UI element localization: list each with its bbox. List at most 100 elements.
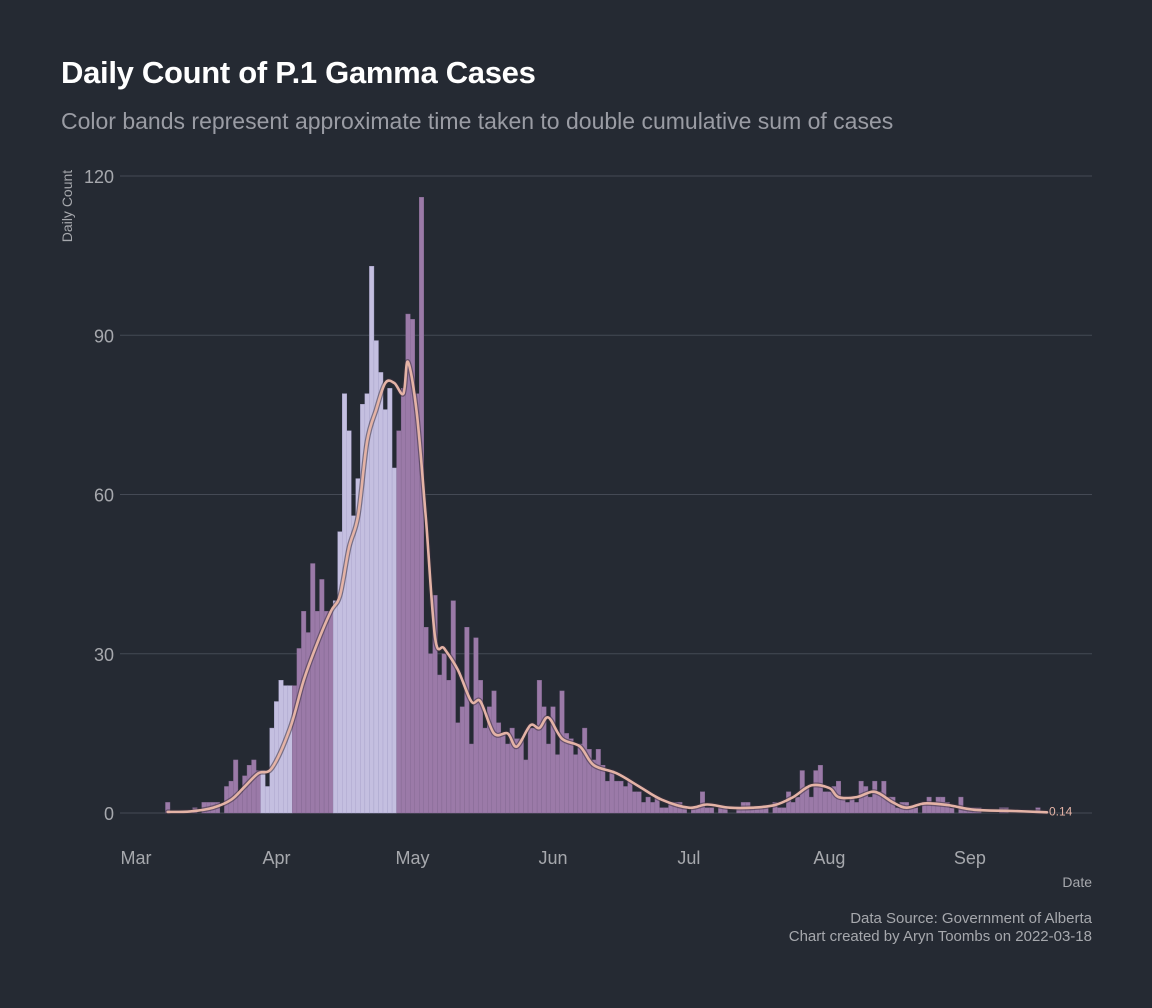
bar-2021-05-24 [514, 738, 520, 814]
smoothed-line-layer: 0.14 [165, 359, 1073, 818]
bar-2021-05-26 [523, 759, 529, 814]
bar-2021-07-21 [777, 807, 783, 814]
bar-2021-06-06 [573, 754, 579, 814]
bar-2021-07-30 [817, 765, 823, 814]
bar-2021-06-13 [604, 780, 610, 814]
x-tick-label-jul: Jul [677, 848, 700, 868]
bar-2021-06-20 [636, 791, 642, 814]
caption-source: Data Source: Government of Alberta [850, 910, 1092, 927]
bar-2021-05-07 [437, 674, 443, 814]
bar-2021-05-10 [450, 600, 456, 814]
bar-2021-08-11 [872, 780, 878, 814]
bar-2021-07-31 [822, 791, 828, 814]
bar-2021-04-11 [319, 579, 325, 814]
bar-2021-04-25 [382, 409, 388, 814]
bar-2021-07-24 [790, 802, 796, 814]
bar-2021-05-28 [532, 727, 538, 814]
gridlines [120, 175, 1092, 814]
bar-2021-04-18 [351, 515, 357, 814]
bar-2021-04-29 [400, 388, 406, 814]
bar-2021-04-16 [342, 393, 347, 814]
chart-subtitle: Color bands represent approximate time t… [61, 108, 894, 134]
bar-2021-05-08 [441, 653, 447, 814]
bar-2021-08-05 [845, 802, 851, 814]
bar-2021-05-04 [423, 627, 429, 814]
x-tick-label-aug: Aug [813, 848, 845, 868]
bar-2021-07-22 [781, 807, 787, 814]
bar-2021-07-28 [808, 796, 814, 814]
bar-2021-07-05 [704, 807, 710, 814]
bar-2021-07-29 [813, 770, 819, 814]
bar-2021-06-07 [577, 743, 583, 814]
bar-2021-03-26 [246, 765, 252, 814]
bar-2021-03-23 [233, 759, 239, 814]
y-tick-label-0: 0 [104, 804, 114, 824]
bar-2021-05-27 [527, 727, 533, 814]
y-tick-label-30: 30 [94, 645, 114, 665]
bar-2021-04-28 [396, 430, 402, 814]
bar-2021-06-26 [663, 807, 669, 814]
smoothed-line [166, 360, 1049, 814]
bar-2021-04-14 [332, 600, 338, 814]
bar-2021-08-01 [826, 791, 832, 814]
bar-2021-05-22 [505, 743, 511, 814]
bar-2021-06-11 [595, 749, 601, 814]
bar-2021-05-13 [464, 627, 470, 814]
bar-2021-04-24 [378, 372, 384, 814]
y-axis-label: Daily Count [59, 170, 75, 242]
end-value-label: 0.14 [1049, 804, 1073, 818]
bar-2021-04-15 [337, 531, 343, 814]
bar-2021-03-29 [260, 770, 266, 814]
bar-2021-04-06 [296, 648, 302, 814]
bar-2021-05-15 [473, 637, 479, 814]
bar-2021-04-07 [301, 611, 307, 814]
bar-2021-08-07 [854, 802, 860, 814]
bar-2021-04-09 [310, 563, 316, 814]
bar-2021-08-16 [894, 807, 900, 814]
chart-title: Daily Count of P.1 Gamma Cases [61, 55, 536, 90]
bar-2021-05-05 [428, 653, 434, 814]
bar-2021-05-14 [468, 743, 474, 814]
bars [165, 197, 1041, 814]
bar-2021-05-19 [491, 690, 497, 814]
x-tick-label-sep: Sep [954, 848, 986, 868]
bar-2021-04-12 [323, 611, 329, 814]
bar-2021-06-22 [645, 796, 651, 814]
bar-2021-06-19 [632, 791, 638, 814]
x-axis-label: Date [1062, 874, 1092, 890]
bar-2021-08-09 [863, 786, 869, 814]
bar-2021-03-30 [264, 786, 270, 814]
bar-2021-06-14 [609, 770, 615, 814]
bar-2021-05-11 [455, 722, 461, 814]
bar-2021-07-25 [795, 796, 801, 814]
caption-credit: Chart created by Aryn Toombs on 2022-03-… [788, 928, 1092, 945]
bar-2021-06-12 [600, 765, 606, 814]
x-tick-label-apr: Apr [262, 848, 290, 868]
bar-2021-04-22 [369, 266, 375, 814]
bar-2021-04-04 [287, 685, 293, 814]
bar-2021-05-29 [536, 680, 542, 814]
bar-2021-07-06 [709, 807, 715, 814]
bar-2021-06-23 [650, 802, 656, 814]
chart-caption: Data Source: Government of Alberta Chart… [789, 910, 1092, 946]
bar-2021-06-15 [613, 780, 619, 814]
bar-2021-06-04 [564, 733, 570, 814]
bar-2021-05-09 [446, 680, 452, 814]
bar-2021-04-26 [387, 388, 393, 814]
bar-2021-05-31 [545, 743, 551, 814]
bar-2021-04-27 [391, 467, 397, 814]
bar-2021-04-13 [328, 611, 334, 814]
bar-2021-05-25 [518, 738, 524, 814]
x-tick-label-may: May [395, 848, 429, 868]
bar-2021-08-10 [867, 796, 873, 814]
bar-2021-05-17 [482, 727, 488, 814]
bar-2021-06-05 [568, 738, 574, 814]
y-tick-label-60: 60 [94, 486, 114, 506]
x-tick-label-mar: Mar [121, 848, 152, 868]
bar-2021-04-17 [346, 430, 352, 814]
axes: 0 30 60 90 120 Mar Apr May Jun Jul Aug Sep Daily Cou… [59, 167, 1092, 890]
x-tick-label-jun: Jun [538, 848, 567, 868]
bar-2021-06-18 [627, 780, 633, 814]
